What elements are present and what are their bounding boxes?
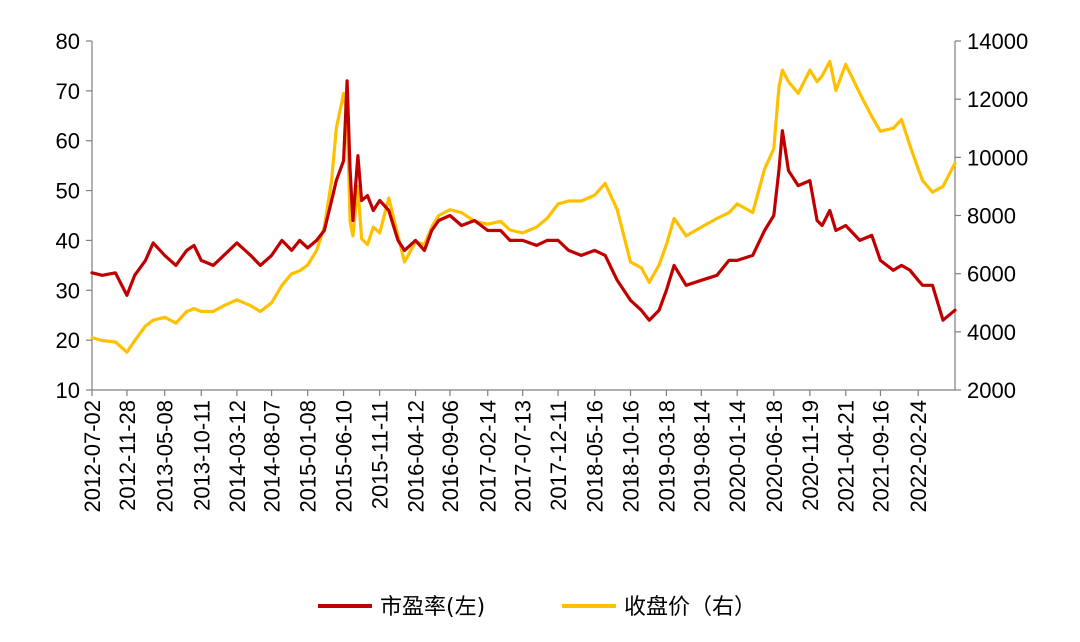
x-tick-label: 2020-06-18 xyxy=(762,400,787,513)
left-y-tick-label: 30 xyxy=(56,278,80,303)
left-y-tick-label: 50 xyxy=(56,179,80,204)
right-y-tick-label: 10000 xyxy=(967,145,1028,170)
legend-label-close: 收盘价（右） xyxy=(624,595,756,620)
x-tick-label: 2013-05-08 xyxy=(153,400,178,513)
left-y-tick-label: 20 xyxy=(56,328,80,353)
x-tick-label: 2012-11-28 xyxy=(115,400,140,511)
legend-label-pe: 市盈率(左) xyxy=(380,595,485,620)
chart-series xyxy=(90,59,957,354)
x-tick-label: 2017-07-13 xyxy=(511,400,536,513)
x-tick-label: 2019-03-18 xyxy=(654,400,679,513)
x-tick-label: 2016-09-06 xyxy=(438,400,463,513)
chart-legend: 市盈率(左) 收盘价（右） xyxy=(318,595,756,620)
x-tick-label: 2015-11-11 xyxy=(368,400,393,509)
right-y-tick-label: 12000 xyxy=(967,87,1028,112)
right-y-tick-label: 14000 xyxy=(967,29,1028,54)
x-tick-label: 2018-05-16 xyxy=(583,400,608,513)
right-y-tick-label: 2000 xyxy=(967,378,1016,403)
series-line-pe-ratio xyxy=(90,79,957,322)
right-y-tick-label: 4000 xyxy=(967,320,1016,345)
series-line-close-price xyxy=(90,59,957,354)
x-tick-label: 2020-11-19 xyxy=(798,400,823,511)
chart-axes: 10 20 30 40 50 60 70 80 2000 4000 6000 8000 10000 120… xyxy=(56,29,1029,513)
left-y-tick-label: 80 xyxy=(56,29,80,54)
left-y-tick-label: 70 xyxy=(56,79,80,104)
x-tick-label: 2014-08-07 xyxy=(260,400,285,513)
x-tick-label: 2016-04-12 xyxy=(404,400,429,513)
x-tick-label: 2021-04-21 xyxy=(834,400,859,513)
x-tick-label: 2021-09-16 xyxy=(868,400,893,513)
x-tick-label: 2012-07-02 xyxy=(80,400,105,513)
x-tick-label: 2019-08-14 xyxy=(689,400,714,513)
x-tick-label: 2018-10-16 xyxy=(619,400,644,513)
x-tick-label: 2022-02-24 xyxy=(906,400,931,513)
x-tick-label: 2020-01-14 xyxy=(725,400,750,513)
right-y-tick-label: 6000 xyxy=(967,262,1016,287)
x-tick-label: 2017-12-11 xyxy=(546,400,571,511)
x-tick-label: 2013-10-11 xyxy=(189,400,214,511)
left-y-tick-label: 40 xyxy=(56,228,80,253)
x-tick-label: 2015-01-08 xyxy=(296,400,321,513)
right-y-tick-label: 8000 xyxy=(967,204,1016,229)
left-y-tick-label: 60 xyxy=(56,129,80,154)
x-tick-label: 2017-02-14 xyxy=(476,400,501,513)
x-tick-label: 2015-06-10 xyxy=(332,400,357,513)
left-y-tick-label: 10 xyxy=(56,378,80,403)
x-tick-label: 2014-03-12 xyxy=(225,400,250,513)
